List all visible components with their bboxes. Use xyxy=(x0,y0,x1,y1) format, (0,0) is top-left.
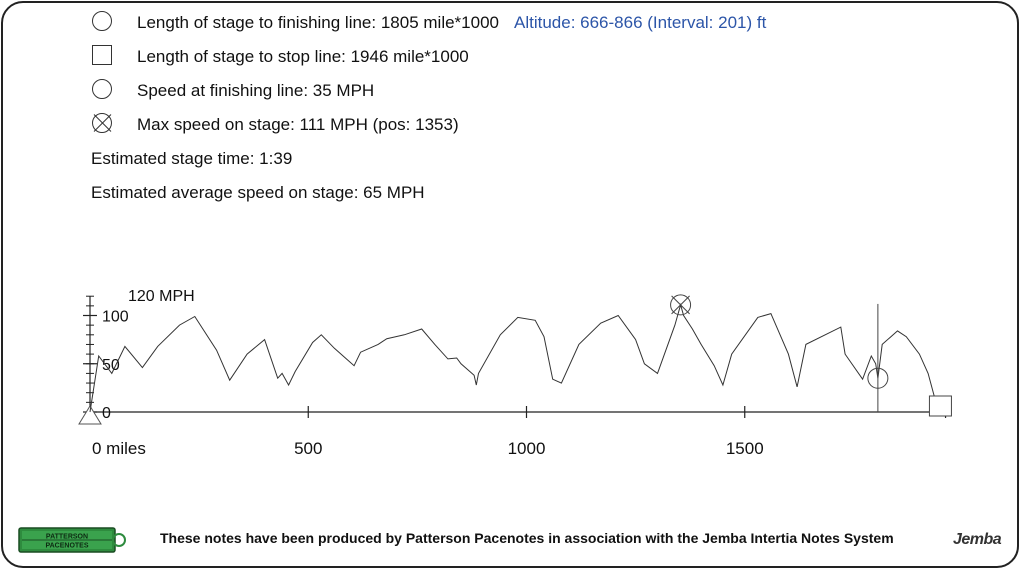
y-tick-label: 50 xyxy=(102,357,120,374)
x-tick-label: 500 xyxy=(294,439,322,458)
speed-series-line xyxy=(89,303,940,413)
legend-finish-text: Length of stage to finishing line: 1805 … xyxy=(137,13,499,32)
legend-stop-text: Length of stage to stop line: 1946 mile*… xyxy=(137,47,469,66)
x-tick-label: 1500 xyxy=(726,439,764,458)
jemba-logo: Jemba xyxy=(953,531,1002,548)
y-unit-label: 120 MPH xyxy=(128,288,195,305)
x-tick-label: 1000 xyxy=(508,439,546,458)
start-triangle-icon xyxy=(78,405,102,425)
finish-circle-icon xyxy=(92,11,112,31)
altitude-label: Altitude: 666-866 (Interval: 201) ft xyxy=(514,13,767,33)
logo-left-line2: PACENOTES xyxy=(45,543,88,550)
legend-speed-finish-text: Speed at finishing line: 35 MPH xyxy=(137,81,375,100)
max-speed-crossed-circle-icon xyxy=(92,113,112,133)
stage-average-speed: Estimated average speed on stage: 65 MPH xyxy=(91,183,425,202)
stage-time: Estimated stage time: 1:39 xyxy=(91,149,293,168)
max-speed-cross xyxy=(671,295,690,315)
patterson-pacenotes-logo: PATTERSON PACENOTES xyxy=(18,527,126,553)
y-tick-label: 100 xyxy=(102,309,129,326)
y-tick-label: 0 xyxy=(102,405,111,422)
finish-speed-circle xyxy=(867,367,889,389)
x-tick-label: 0 miles xyxy=(92,439,146,458)
legend-max-speed-text: Max speed on stage: 111 MPH (pos: 1353) xyxy=(137,115,459,134)
logo-left-line1: PATTERSON xyxy=(46,534,88,541)
stop-line-square xyxy=(928,395,952,417)
footer-credit-text: These notes have been produced by Patter… xyxy=(160,530,894,546)
max-speed-circle xyxy=(670,294,692,316)
stop-square-icon xyxy=(92,45,112,65)
speed-finish-circle-icon xyxy=(92,79,112,99)
